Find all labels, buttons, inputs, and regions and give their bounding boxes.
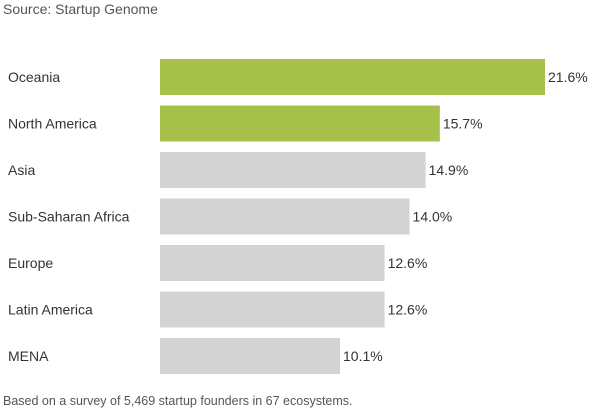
category-label: Oceania <box>8 69 60 85</box>
bar <box>160 291 385 328</box>
bar <box>160 59 545 95</box>
chart-footnote: Based on a survey of 5,469 startup found… <box>3 394 353 408</box>
category-label: Europe <box>8 255 53 271</box>
value-label: 14.9% <box>429 162 469 178</box>
bar <box>160 338 341 374</box>
category-label: Latin America <box>8 302 93 318</box>
bar-row: Sub-Saharan Africa 14.0% <box>8 198 453 235</box>
bar-row: Europe 12.6% <box>8 245 427 281</box>
value-label: 12.6% <box>388 302 428 318</box>
bars-layer: Oceania 21.6% North America 15.7% Asia 14.9% S… <box>8 59 588 374</box>
value-label: 12.6% <box>388 255 428 271</box>
bar-row: Latin America 12.6% <box>8 291 428 328</box>
chart-source: Source: Startup Genome <box>3 1 158 17</box>
category-label: Asia <box>8 162 35 178</box>
value-label: 10.1% <box>343 348 383 364</box>
bar <box>160 105 440 142</box>
category-label: Sub-Saharan Africa <box>8 209 130 225</box>
bar-row: MENA 10.1% <box>8 338 383 374</box>
bar <box>160 245 385 281</box>
bar <box>160 198 410 235</box>
value-label: 21.6% <box>548 69 588 85</box>
bar <box>160 152 426 188</box>
bar-row: North America 15.7% <box>8 105 483 142</box>
bar-chart: Oceania 21.6% North America 15.7% Asia 14.9% S… <box>8 59 588 374</box>
bar-row: Oceania 21.6% <box>8 59 588 95</box>
category-label: MENA <box>8 348 49 364</box>
category-label: North America <box>8 116 97 132</box>
value-label: 15.7% <box>443 116 483 132</box>
bar-row: Asia 14.9% <box>8 152 468 188</box>
value-label: 14.0% <box>413 209 453 225</box>
